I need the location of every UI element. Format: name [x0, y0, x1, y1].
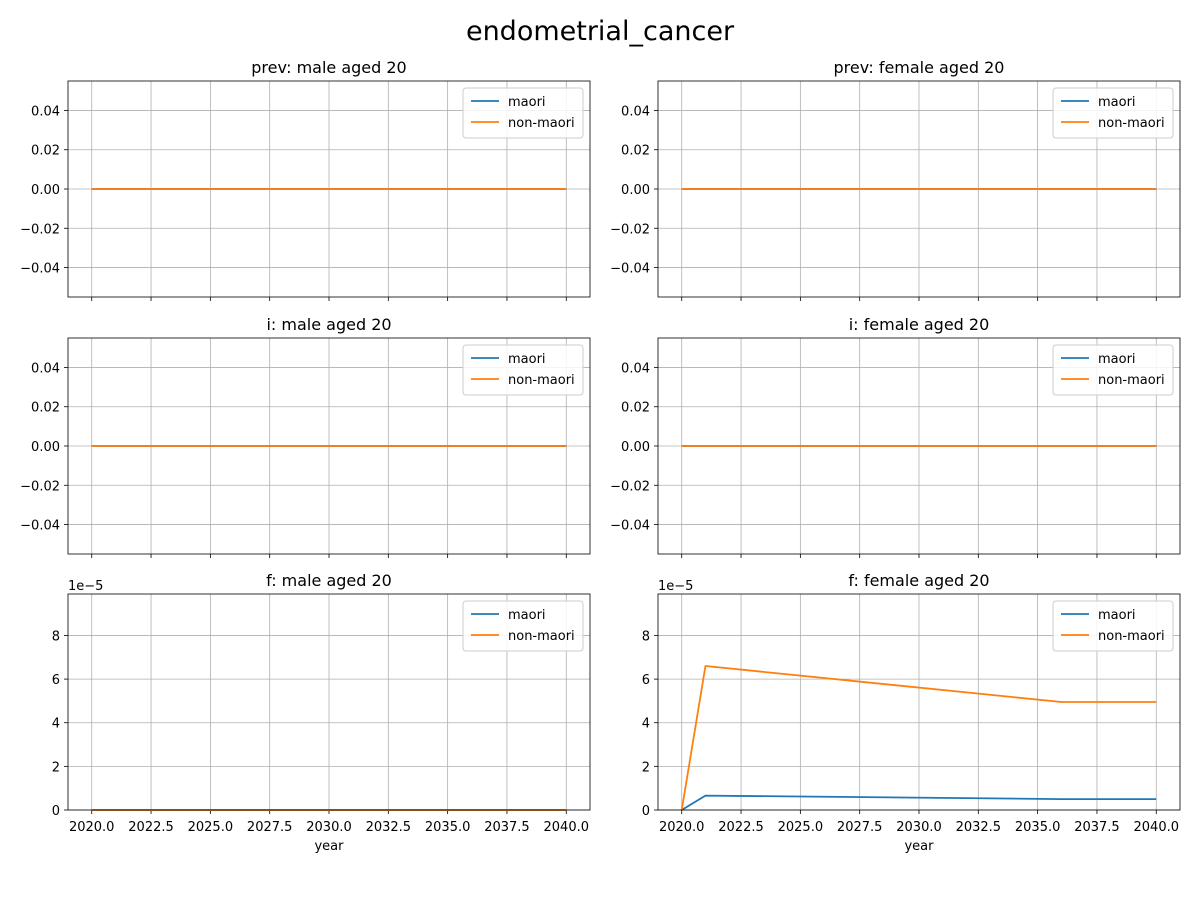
figure-title: endometrial_cancer — [466, 16, 735, 47]
y-tick-label: 4 — [642, 717, 650, 732]
subplots: prev: male aged 20 −0.04 −0.02 0.00 0.02 0.04… — [20, 58, 1181, 854]
series-line-maori — [681, 794, 1157, 811]
y-tick-label: −0.02 — [20, 479, 60, 494]
y-tick-label: 0.02 — [621, 144, 650, 159]
series-line-non-maori — [680, 665, 1157, 811]
x-axis-label: year — [314, 839, 344, 854]
y-tick-label: −0.02 — [610, 479, 650, 494]
y-tick-label: 0.00 — [31, 440, 60, 455]
subplot-title: prev: male aged 20 — [251, 58, 406, 77]
y-tick-label: 0.04 — [621, 361, 650, 376]
subplot-title: i: male aged 20 — [266, 315, 391, 334]
subplot-2: prev: female aged 20 −0.04 −0.02 0.00 0.02 0.… — [610, 58, 1181, 301]
subplot-1: prev: male aged 20 −0.04 −0.02 0.00 0.02 0.04… — [20, 58, 591, 301]
x-tick-label: 2040.0 — [1134, 820, 1180, 835]
axes-frame — [657, 593, 1181, 811]
x-tick-label: 2025.0 — [778, 820, 824, 835]
legend-label: non-maori — [1098, 373, 1165, 388]
y-tick-label: 0.02 — [621, 401, 650, 416]
y-tick-label: 0.00 — [31, 183, 60, 198]
legend: maori non-maori — [462, 344, 584, 396]
legend: maori non-maori — [462, 600, 584, 652]
y-offset-label: 1e−5 — [68, 579, 103, 594]
legend-label: non-maori — [1098, 116, 1165, 131]
x-tick-label: 2030.0 — [306, 820, 352, 835]
legend-label: non-maori — [508, 629, 575, 644]
y-tick-label: 6 — [642, 673, 650, 688]
legend: maori non-maori — [1052, 87, 1174, 139]
y-tick-label: 0.00 — [621, 183, 650, 198]
y-tick-label: 8 — [642, 629, 650, 644]
legend: maori non-maori — [1052, 344, 1174, 396]
y-tick-label: 2 — [642, 760, 650, 775]
x-tick-label: 2030.0 — [896, 820, 942, 835]
subplot-4: i: female aged 20 −0.04 −0.02 0.00 0.02 0.04 m… — [610, 315, 1181, 558]
y-tick-label: 0.04 — [621, 104, 650, 119]
subplot-title: f: male aged 20 — [266, 571, 392, 590]
y-tick-label: 0.04 — [31, 361, 60, 376]
y-tick-label: −0.02 — [20, 222, 60, 237]
x-tick-label: 2022.5 — [128, 820, 174, 835]
subplot-3: i: male aged 20 −0.04 −0.02 0.00 0.02 0.04 mao… — [20, 315, 591, 558]
y-tick-label: 0.02 — [31, 401, 60, 416]
y-tick-label: 8 — [52, 629, 60, 644]
subplot-5: f: male aged 20 2020.0 2022.5 2025.0 2027.5 2… — [52, 571, 591, 854]
legend-label: maori — [1098, 95, 1136, 110]
subplot-6: f: female aged 20 2020.0 2022.5 2025.0 2027.… — [642, 571, 1181, 854]
y-tick-label: −0.04 — [20, 519, 60, 534]
x-tick-label: 2032.5 — [956, 820, 1002, 835]
axes-frame — [67, 80, 591, 298]
x-tick-label: 2025.0 — [188, 820, 234, 835]
legend-label: maori — [508, 608, 546, 623]
x-tick-label: 2027.5 — [837, 820, 883, 835]
legend: maori non-maori — [1052, 600, 1174, 652]
y-tick-label: 0.00 — [621, 440, 650, 455]
x-tick-label: 2022.5 — [718, 820, 764, 835]
y-tick-label: 6 — [52, 673, 60, 688]
y-tick-label: 2 — [52, 760, 60, 775]
axes-frame — [657, 337, 1181, 555]
subplot-title: i: female aged 20 — [849, 315, 990, 334]
subplot-title: prev: female aged 20 — [834, 58, 1005, 77]
x-tick-label: 2020.0 — [659, 820, 705, 835]
x-axis-label: year — [904, 839, 934, 854]
y-tick-label: 0 — [52, 804, 60, 819]
x-tick-label: 2037.5 — [484, 820, 530, 835]
y-tick-label: −0.04 — [610, 519, 650, 534]
legend-label: non-maori — [508, 116, 575, 131]
x-tick-label: 2020.0 — [69, 820, 115, 835]
legend-label: maori — [1098, 608, 1136, 623]
subplot-title: f: female aged 20 — [848, 571, 989, 590]
x-tick-label: 2032.5 — [366, 820, 412, 835]
legend-label: non-maori — [1098, 629, 1165, 644]
y-tick-label: 0.04 — [31, 104, 60, 119]
y-tick-label: 0.02 — [31, 144, 60, 159]
x-tick-label: 2037.5 — [1074, 820, 1120, 835]
x-tick-label: 2035.0 — [1015, 820, 1061, 835]
legend-label: maori — [1098, 352, 1136, 367]
y-tick-label: −0.04 — [20, 262, 60, 277]
y-tick-label: −0.04 — [610, 262, 650, 277]
axes-frame — [67, 337, 591, 555]
legend: maori non-maori — [462, 87, 584, 139]
y-tick-label: 4 — [52, 717, 60, 732]
axes-frame — [657, 80, 1181, 298]
x-tick-label: 2027.5 — [247, 820, 293, 835]
y-tick-label: −0.02 — [610, 222, 650, 237]
x-tick-label: 2035.0 — [425, 820, 471, 835]
x-tick-label: 2040.0 — [544, 820, 590, 835]
legend-label: non-maori — [508, 373, 575, 388]
axes-frame — [67, 593, 591, 811]
legend-label: maori — [508, 352, 546, 367]
legend-label: maori — [508, 95, 546, 110]
y-offset-label: 1e−5 — [658, 579, 693, 594]
y-tick-label: 0 — [642, 804, 650, 819]
